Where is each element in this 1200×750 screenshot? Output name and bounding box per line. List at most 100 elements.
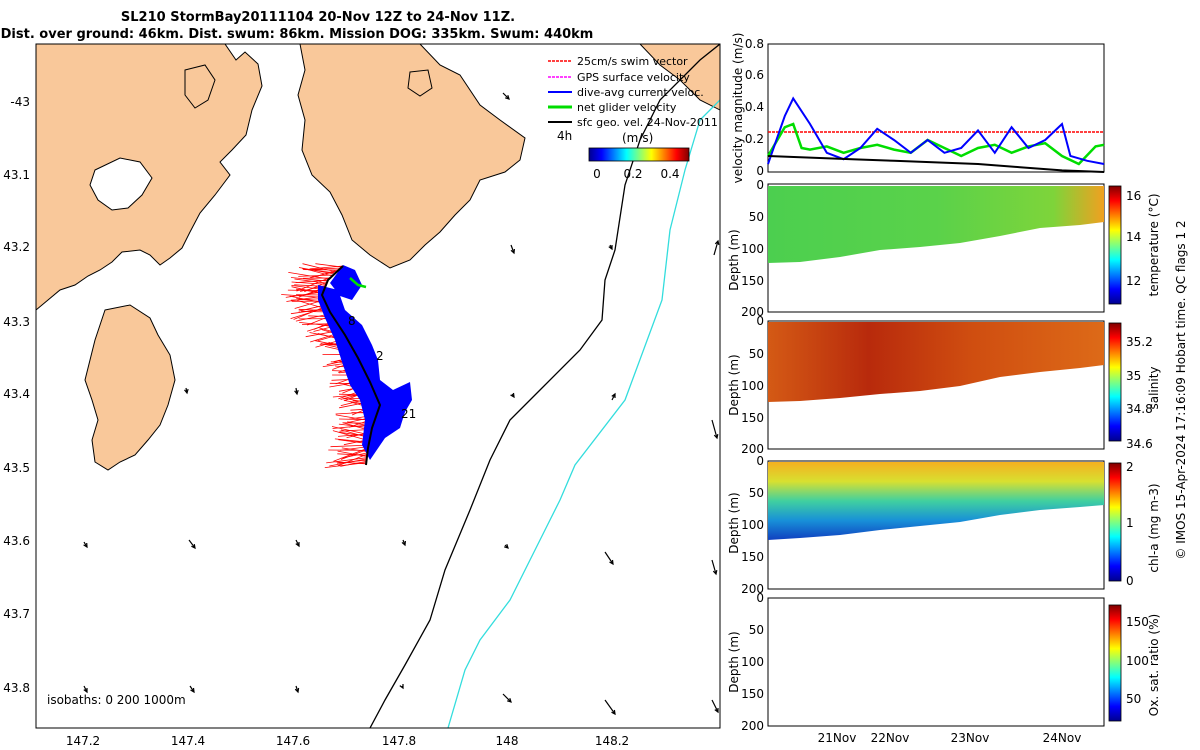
velocity-series-current <box>767 96 1105 165</box>
isobath-1000m <box>447 99 720 728</box>
oxygen-yticks: 0 50 100 150 200 <box>741 591 764 733</box>
geo-arrow-shaft <box>502 92 510 100</box>
temperature-ytick: 0 <box>756 178 764 192</box>
velocity-ylabel: velocity magnitude (m/s) <box>731 33 745 184</box>
legend-label-geo: sfc geo. vel. 24-Nov-2011 <box>577 116 718 129</box>
swim-vector <box>306 268 333 277</box>
geo-arrow-shaft <box>510 244 515 254</box>
salinity-ytick: 100 <box>741 379 764 393</box>
map-xtick: 148.2 <box>595 734 629 748</box>
isobaths-label: isobaths: 0 200 1000m <box>47 693 186 707</box>
geo-arrow-shaft <box>711 559 717 575</box>
geo-arrow-head <box>294 390 299 396</box>
colorbar-tick: 0.2 <box>623 167 642 181</box>
net-velocity <box>349 277 367 289</box>
time-xtick: 23Nov <box>951 731 990 745</box>
geo-arrow-head <box>510 392 515 399</box>
salinity-colorbar <box>1108 322 1122 442</box>
oxygen-ytick: 50 <box>749 623 764 637</box>
map-xtick: 147.8 <box>382 734 416 748</box>
track-label-1: 8 <box>348 314 356 328</box>
geo-arrow-head <box>191 543 196 550</box>
temperature-panel: 0 50 100 150 200 Depth (m) 12 14 16 temp… <box>727 178 1161 319</box>
chla-field <box>768 462 1104 540</box>
geo-arrow-head <box>83 542 88 549</box>
swim-vector <box>337 450 368 457</box>
geo-arrow-head <box>611 709 616 716</box>
geo-arrow-shaft <box>604 551 614 565</box>
map-xtick: 147.2 <box>66 734 100 748</box>
velocity-yticks: 0 0.2 0.4 0.6 0.8 <box>745 37 764 178</box>
temperature-ctick: 12 <box>1126 274 1141 288</box>
swim-vector <box>298 267 335 275</box>
temperature-yticks: 0 50 100 150 200 <box>741 178 764 319</box>
time-marker-label: 4h <box>557 129 572 143</box>
geo-arrow-head <box>190 687 195 694</box>
chla-ytick: 200 <box>741 582 764 596</box>
geo-arrow-head <box>713 433 719 440</box>
map-xticks: 147.2 147.4 147.6 147.8 148 148.2 <box>66 734 629 748</box>
temperature-ctick: 14 <box>1126 230 1141 244</box>
legend-label-net: net glider velocity <box>577 101 677 114</box>
geo-arrow-head <box>399 684 404 690</box>
swim-vector <box>281 294 324 298</box>
geo-arrow-head <box>184 388 189 395</box>
swim-vector <box>291 281 327 285</box>
map-legend: 25cm/s swim vector GPS surface velocity … <box>548 55 718 181</box>
swim-vector <box>288 272 330 280</box>
map-xtick: 147.6 <box>276 734 310 748</box>
salinity-ctick: 34.6 <box>1126 437 1153 451</box>
map-ytick: 43.2 <box>3 240 30 254</box>
land-small-isle-2 <box>407 69 433 97</box>
temperature-colorbar <box>1108 185 1122 305</box>
map-ytick: -43 <box>10 95 30 109</box>
geo-arrow-head <box>611 392 616 398</box>
colorbar-tick: 0 <box>593 167 601 181</box>
geo-arrow-head <box>505 95 510 100</box>
map-ytick: 43.5 <box>3 461 30 475</box>
temperature-ylabel: Depth (m) <box>727 229 741 290</box>
time-xticks: 21Nov 22Nov 23Nov 24Nov <box>818 731 1082 745</box>
geo-arrow-head <box>504 544 509 549</box>
track-label-2: 2 <box>376 349 384 363</box>
salinity-ctick: 34.8 <box>1126 402 1153 416</box>
velocity-series-geo <box>767 155 1105 173</box>
oxygen-ytick: 200 <box>741 719 764 733</box>
chla-ytick: 0 <box>756 454 764 468</box>
temperature-field <box>768 186 1104 263</box>
geo-arrow-shaft <box>711 699 719 713</box>
oxygen-ctick: 100 <box>1126 654 1149 668</box>
swim-vector <box>335 461 367 465</box>
salinity-ytick: 150 <box>741 411 764 425</box>
geo-arrow-shaft <box>711 419 718 439</box>
chla-ctick: 1 <box>1126 516 1134 530</box>
oxygen-colorbar <box>1108 604 1122 722</box>
geo-arrow-head <box>294 687 300 694</box>
map-panel: 8 2 21 147.2 147.4 147.6 147.8 148 148.2… <box>3 43 721 748</box>
figure-title-line1: SL210 StormBay20111104 20-Nov 12Z to 24-… <box>121 10 515 25</box>
salinity-ctick: 35.2 <box>1126 335 1153 349</box>
land-forestier <box>297 44 526 269</box>
map-ytick: 43.3 <box>3 315 30 329</box>
map-xtick: 148 <box>496 734 519 748</box>
geo-arrow-head <box>714 708 719 714</box>
chla-ctick: 2 <box>1126 460 1134 474</box>
oxygen-frame <box>767 597 1105 727</box>
swim-vector <box>294 278 327 284</box>
geo-arrow-shaft <box>502 693 512 703</box>
swim-vector <box>337 453 368 467</box>
geo-arrow-head <box>83 688 88 694</box>
temperature-ytick: 200 <box>741 305 764 319</box>
geo-arrow-head <box>401 540 406 547</box>
current-envelope <box>318 265 412 460</box>
map-content: 8 2 21 <box>36 44 720 728</box>
geo-arrow-head <box>714 239 720 246</box>
velocity-ytick: 0.4 <box>745 100 764 114</box>
velocity-frame <box>767 43 1105 173</box>
swim-vector <box>341 452 368 459</box>
salinity-clabel: salinity <box>1147 366 1161 409</box>
salinity-ctick: 35 <box>1126 369 1141 383</box>
chla-clabel: chl-a (mg m-3) <box>1147 483 1161 572</box>
geo-arrow-shaft <box>604 699 616 715</box>
swim-vector <box>326 457 367 464</box>
